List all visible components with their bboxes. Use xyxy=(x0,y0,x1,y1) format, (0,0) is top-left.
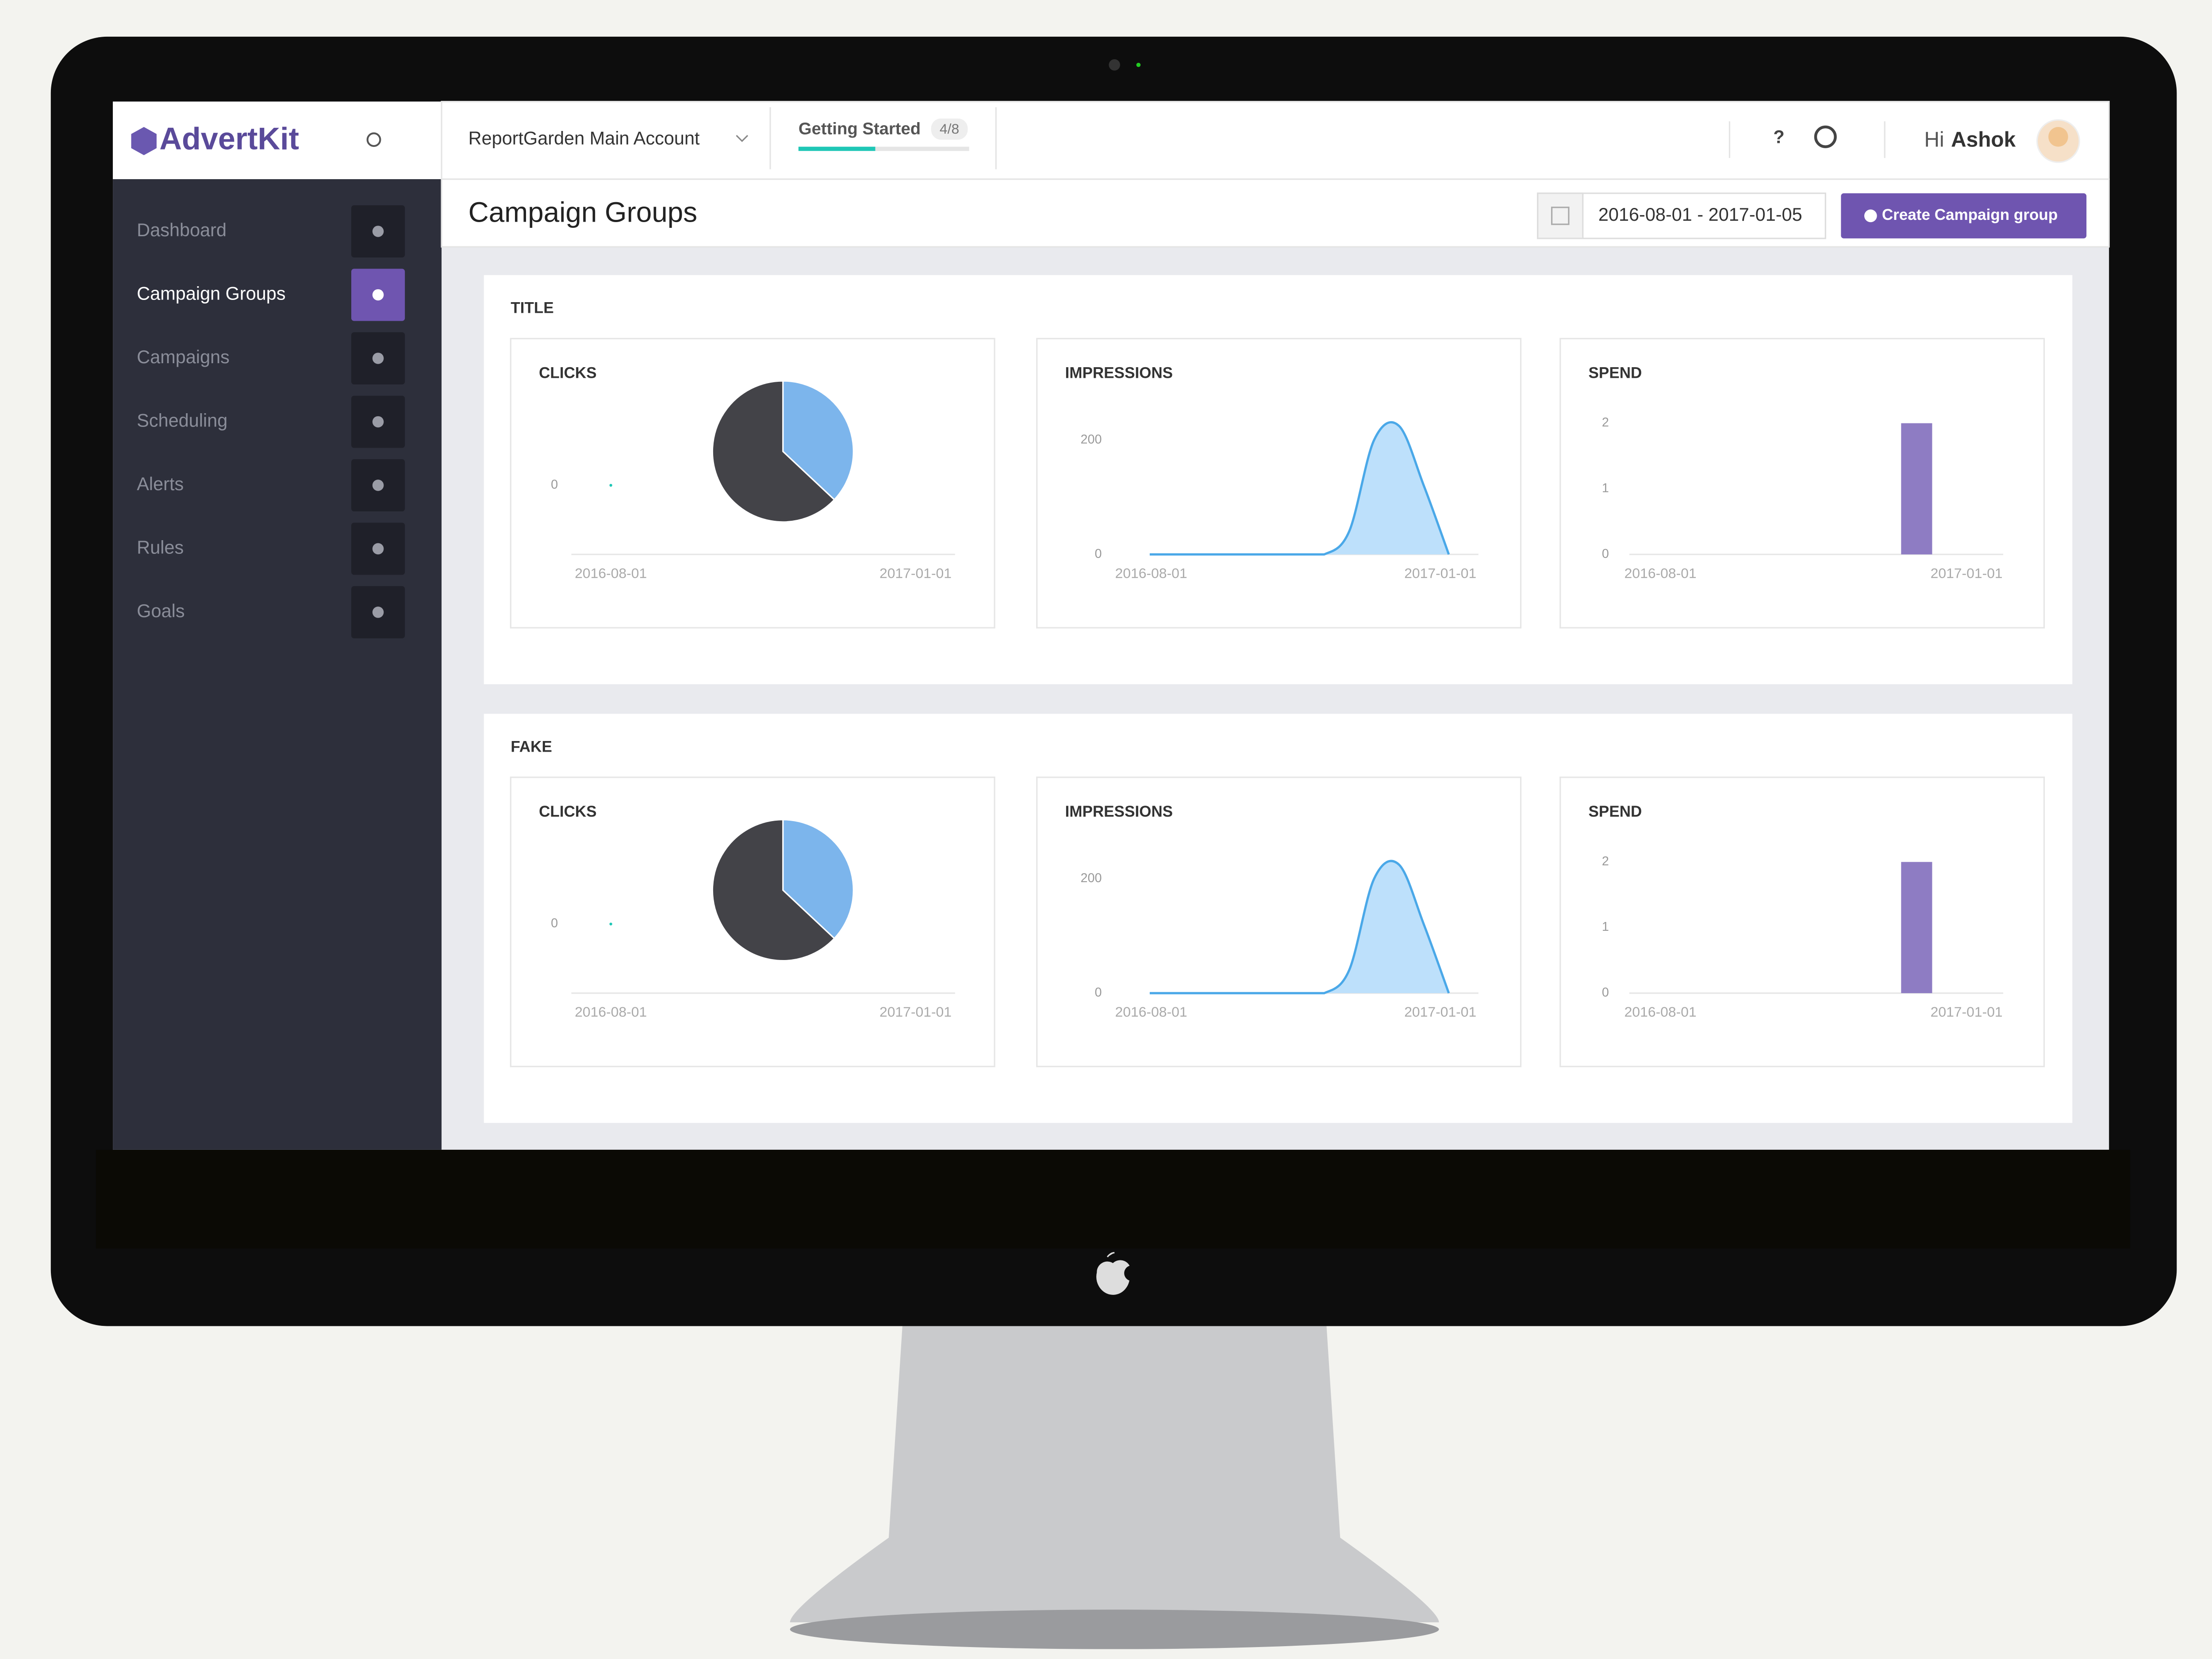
x-tick-label: 2017-01-01 xyxy=(1931,565,2003,581)
x-tick-label: 2017-01-01 xyxy=(879,565,952,581)
sidebar xyxy=(113,179,442,1150)
badge: 4/8 xyxy=(940,121,959,137)
logo-apple xyxy=(1096,1252,1130,1295)
y-tick-label: 1 xyxy=(1602,481,1609,495)
x-tick-label: 2017-01-01 xyxy=(1404,565,1476,581)
x-tick-label: 2016-08-01 xyxy=(575,1004,647,1020)
y-tick-label: 0 xyxy=(1094,985,1102,999)
y-tick-label: 0 xyxy=(551,916,558,930)
area-fill xyxy=(1149,422,1449,555)
group-title: TITLE xyxy=(511,300,553,317)
getting-started[interactable]: Getting Started xyxy=(799,119,921,138)
x-tick-label: 2016-08-01 xyxy=(1115,565,1187,581)
x-tick-label: 2017-01-01 xyxy=(879,1004,952,1020)
nav-item[interactable]: Rules xyxy=(137,537,184,557)
y-tick-label: 0 xyxy=(1094,547,1102,561)
area-fill xyxy=(1149,861,1449,993)
y-tick-label: 2 xyxy=(1602,854,1609,868)
camera-led xyxy=(1136,62,1141,67)
pie-slice xyxy=(711,819,836,962)
nav-item[interactable]: Campaigns xyxy=(137,346,230,367)
x-tick-label: 2016-08-01 xyxy=(1624,1004,1697,1020)
support-icon[interactable] xyxy=(1814,125,1837,148)
title-bar xyxy=(441,178,2110,248)
nav-item[interactable]: Goals xyxy=(137,600,184,621)
badge-bg xyxy=(931,118,968,140)
chart-title: CLICKS xyxy=(539,803,597,820)
logo-area xyxy=(113,101,443,179)
y-tick-label: 0 xyxy=(1602,547,1609,561)
chart-title: IMPRESSIONS xyxy=(1065,364,1173,381)
chart-card xyxy=(1559,338,2045,629)
brand: AdvertKit xyxy=(159,121,299,156)
x-tick-label: 2017-01-01 xyxy=(1404,1004,1476,1020)
nav-item[interactable]: Dashboard xyxy=(137,219,227,240)
y-tick-label: 200 xyxy=(1081,871,1102,885)
y-tick-label: 200 xyxy=(1081,432,1102,446)
y-tick-label: 0 xyxy=(1602,985,1609,999)
progress-track xyxy=(798,146,969,151)
date-range: 2016-08-01 - 2017-01-05 xyxy=(1598,204,1802,225)
chart-title: SPEND xyxy=(1589,803,1642,820)
group-title: FAKE xyxy=(511,738,552,755)
bar xyxy=(1901,862,1932,993)
chart-title: CLICKS xyxy=(539,364,597,381)
chevron xyxy=(736,134,749,142)
nav-icon xyxy=(372,480,384,491)
chart-card xyxy=(1036,338,1522,629)
chart-card xyxy=(1036,776,1522,1068)
x-tick-label: 2016-08-01 xyxy=(1115,1004,1187,1020)
nav-item[interactable]: Campaign Groups xyxy=(137,283,285,303)
help[interactable]: ? xyxy=(1773,126,1784,147)
nav-item[interactable]: Alerts xyxy=(137,473,184,494)
date-picker[interactable] xyxy=(1537,192,1826,239)
stand xyxy=(790,1319,1439,1623)
nav-item[interactable]: Scheduling xyxy=(137,410,227,430)
nav-icon xyxy=(372,353,384,364)
area-line xyxy=(1149,860,1450,995)
nav-icon xyxy=(372,226,384,237)
y-tick-label: 0 xyxy=(551,478,558,492)
progress-fill xyxy=(798,146,876,151)
chart-card xyxy=(1559,776,2045,1068)
nav-icon xyxy=(372,543,384,555)
nav-icon xyxy=(372,289,384,301)
create-button-label: Create Campaign group xyxy=(1882,206,2058,223)
tick-dot xyxy=(609,922,612,926)
nav-icon xyxy=(372,607,384,618)
x-tick-label: 2016-08-01 xyxy=(575,565,647,581)
create-button[interactable] xyxy=(1841,193,2087,238)
bar xyxy=(1901,423,1932,555)
greeting-hi: Hi xyxy=(1924,128,1944,152)
pie-slice xyxy=(711,380,836,523)
camera xyxy=(1109,59,1120,71)
greeting-name: Ashok xyxy=(1951,128,2016,152)
stand-base xyxy=(790,1609,1439,1649)
top-bar xyxy=(441,100,2110,180)
area-line xyxy=(1149,421,1450,556)
avatar-face xyxy=(2048,127,2068,147)
y-tick-label: 2 xyxy=(1602,415,1609,430)
chin xyxy=(96,1149,2131,1249)
x-tick-label: 2016-08-01 xyxy=(1624,565,1697,581)
y-tick-label: 1 xyxy=(1602,920,1609,934)
calendar-icon xyxy=(1551,207,1570,225)
nav-icon xyxy=(372,416,384,428)
account-selector[interactable]: ReportGarden Main Account xyxy=(469,128,700,149)
calendar-icon-box xyxy=(1537,192,1584,239)
plus-icon xyxy=(1864,209,1877,223)
target-icon[interactable] xyxy=(366,132,381,147)
chart-title: IMPRESSIONS xyxy=(1065,803,1173,820)
pie-slice xyxy=(782,380,854,501)
page-title: Campaign Groups xyxy=(469,196,697,228)
pie-slice xyxy=(782,819,854,940)
chart-title: SPEND xyxy=(1589,364,1642,381)
brand-icon xyxy=(131,127,157,155)
x-tick-label: 2017-01-01 xyxy=(1931,1004,2003,1020)
tick-dot xyxy=(609,484,612,487)
